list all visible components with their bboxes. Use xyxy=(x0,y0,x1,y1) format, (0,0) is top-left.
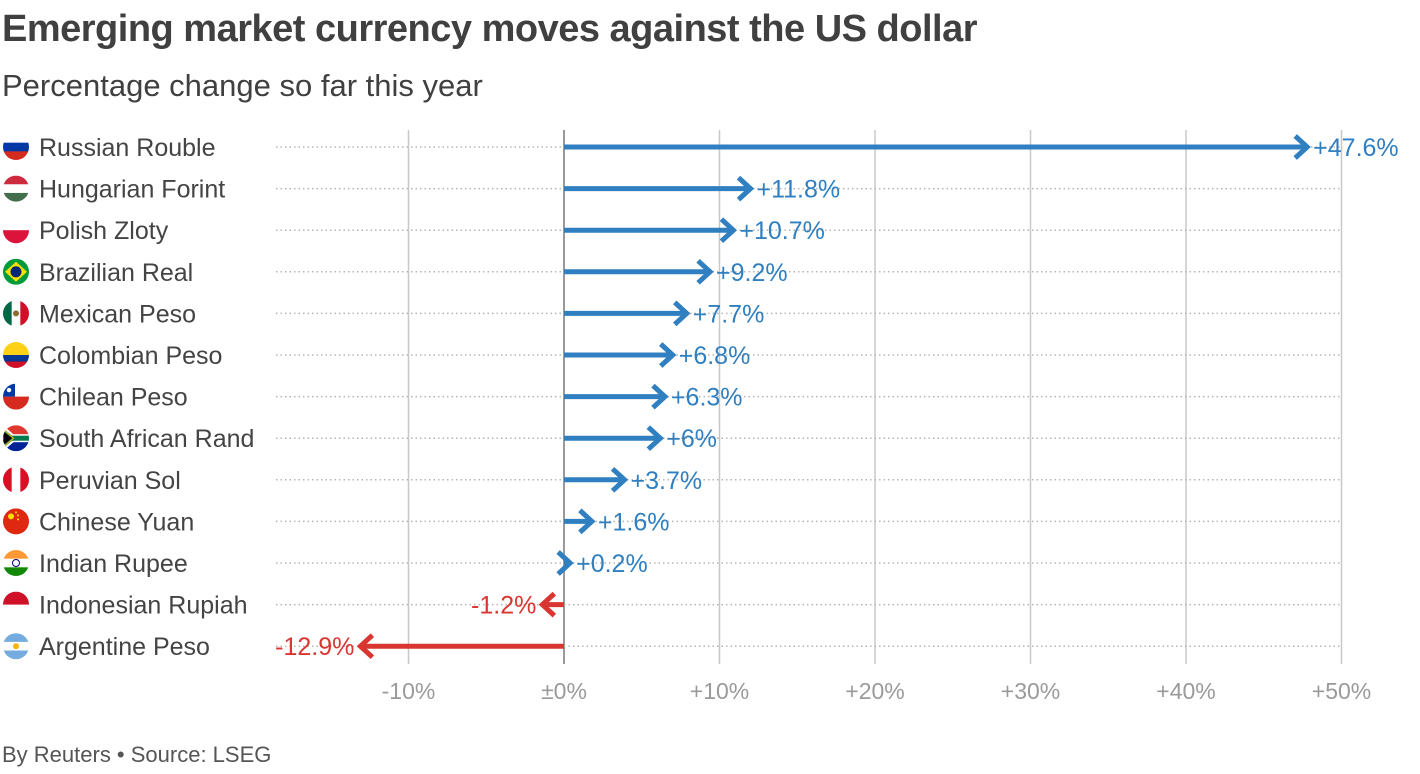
arrow-head xyxy=(719,217,738,244)
arrow-head xyxy=(646,425,664,452)
chart-subtitle: Percentage change so far this year xyxy=(2,68,483,103)
arrows: +47.6% +11.8% +10.7% +9.2% +7.7% +6.8% +6.3% +6… xyxy=(275,134,1398,661)
currency-arrow: +3.7% xyxy=(564,467,702,495)
x-tick-label: ±0% xyxy=(541,678,587,704)
currency-arrow: +0.2% xyxy=(556,550,648,578)
value-label: +6% xyxy=(666,425,717,453)
currency-arrow: +11.8% xyxy=(564,176,840,204)
value-label: +47.6% xyxy=(1313,134,1399,162)
chart-title: Emerging market currency moves against t… xyxy=(2,8,978,50)
value-label: -12.9% xyxy=(275,633,354,661)
poland-flag-icon xyxy=(3,217,29,244)
currency-arrow: +7.7% xyxy=(564,300,764,328)
x-axis-ticks: -10% ±0% +10% +20% +30% +40% +50% xyxy=(382,678,1372,704)
currency-arrow: +47.6% xyxy=(564,134,1399,162)
india-flag-icon xyxy=(3,550,29,576)
russia-flag-icon xyxy=(3,134,29,160)
category-label: South African Rand xyxy=(39,425,254,453)
currency-arrow: +10.7% xyxy=(564,217,825,245)
currency-arrow: +6.3% xyxy=(564,384,743,412)
arrow-head xyxy=(696,258,714,285)
south-africa-flag-icon xyxy=(3,425,29,452)
value-label: +7.7% xyxy=(693,300,765,328)
argentina-flag-icon xyxy=(3,633,29,660)
peru-flag-icon xyxy=(3,466,29,493)
arrow-head xyxy=(356,633,375,660)
mexico-flag-icon xyxy=(3,300,29,327)
category-label: Mexican Peso xyxy=(39,300,196,328)
arrow-head xyxy=(659,342,677,368)
arrow-head xyxy=(736,175,755,202)
category-label: Chilean Peso xyxy=(39,384,188,412)
china-flag-icon xyxy=(3,508,29,535)
arrow-head xyxy=(578,508,596,535)
arrow-chart: +47.6% +11.8% +10.7% +9.2% +7.7% +6.8% +6.3% +6… xyxy=(3,130,1399,704)
hungary-flag-icon xyxy=(3,175,29,202)
x-tick-label: -10% xyxy=(382,678,436,704)
x-tick-label: +20% xyxy=(845,678,904,704)
value-label: +1.6% xyxy=(598,508,670,536)
arrow-head xyxy=(651,383,669,410)
category-label: Hungarian Forint xyxy=(39,176,225,204)
currency-arrow: +9.2% xyxy=(564,259,788,287)
category-label: Colombian Peso xyxy=(39,342,222,370)
arrow-head xyxy=(556,550,574,576)
currency-arrow: -12.9% xyxy=(275,633,564,661)
x-tick-label: +10% xyxy=(690,678,749,704)
category-label: Brazilian Real xyxy=(39,259,193,287)
currency-arrow: +1.6% xyxy=(564,508,669,536)
category-label: Argentine Peso xyxy=(39,633,210,661)
category-label: Indonesian Rupiah xyxy=(39,592,248,620)
category-label: Polish Zloty xyxy=(39,217,169,245)
value-label: +6.8% xyxy=(679,342,751,370)
value-label: -1.2% xyxy=(471,592,536,620)
value-label: +3.7% xyxy=(631,467,703,495)
value-label: +11.8% xyxy=(756,176,840,204)
category-label: Peruvian Sol xyxy=(39,467,181,495)
value-label: +0.2% xyxy=(576,550,648,578)
x-tick-label: +30% xyxy=(1001,678,1060,704)
colombia-flag-icon xyxy=(3,342,29,368)
category-label: Indian Rupee xyxy=(39,550,188,578)
arrow-head xyxy=(673,300,691,327)
arrow-head xyxy=(538,591,557,618)
arrow-head xyxy=(610,466,629,493)
brazil-flag-icon xyxy=(3,258,29,285)
currency-arrow: +6% xyxy=(564,425,717,453)
value-label: +9.2% xyxy=(716,259,788,287)
category-labels: Russian Rouble Hungarian Forint Polish Zlo… xyxy=(3,134,254,661)
x-tick-label: +40% xyxy=(1156,678,1215,704)
source-credit: By Reuters • Source: LSEG xyxy=(2,742,272,767)
currency-arrow: +6.8% xyxy=(564,342,750,370)
arrow-head xyxy=(1293,134,1311,160)
value-label: +6.3% xyxy=(671,384,743,412)
value-label: +10.7% xyxy=(739,217,825,245)
x-tick-label: +50% xyxy=(1312,678,1371,704)
grid-layer xyxy=(407,130,1343,664)
category-label: Chinese Yuan xyxy=(39,508,194,536)
chile-flag-icon xyxy=(3,383,29,410)
indonesia-flag-icon xyxy=(3,591,29,618)
category-label: Russian Rouble xyxy=(39,134,216,162)
currency-arrow: -1.2% xyxy=(471,592,564,620)
